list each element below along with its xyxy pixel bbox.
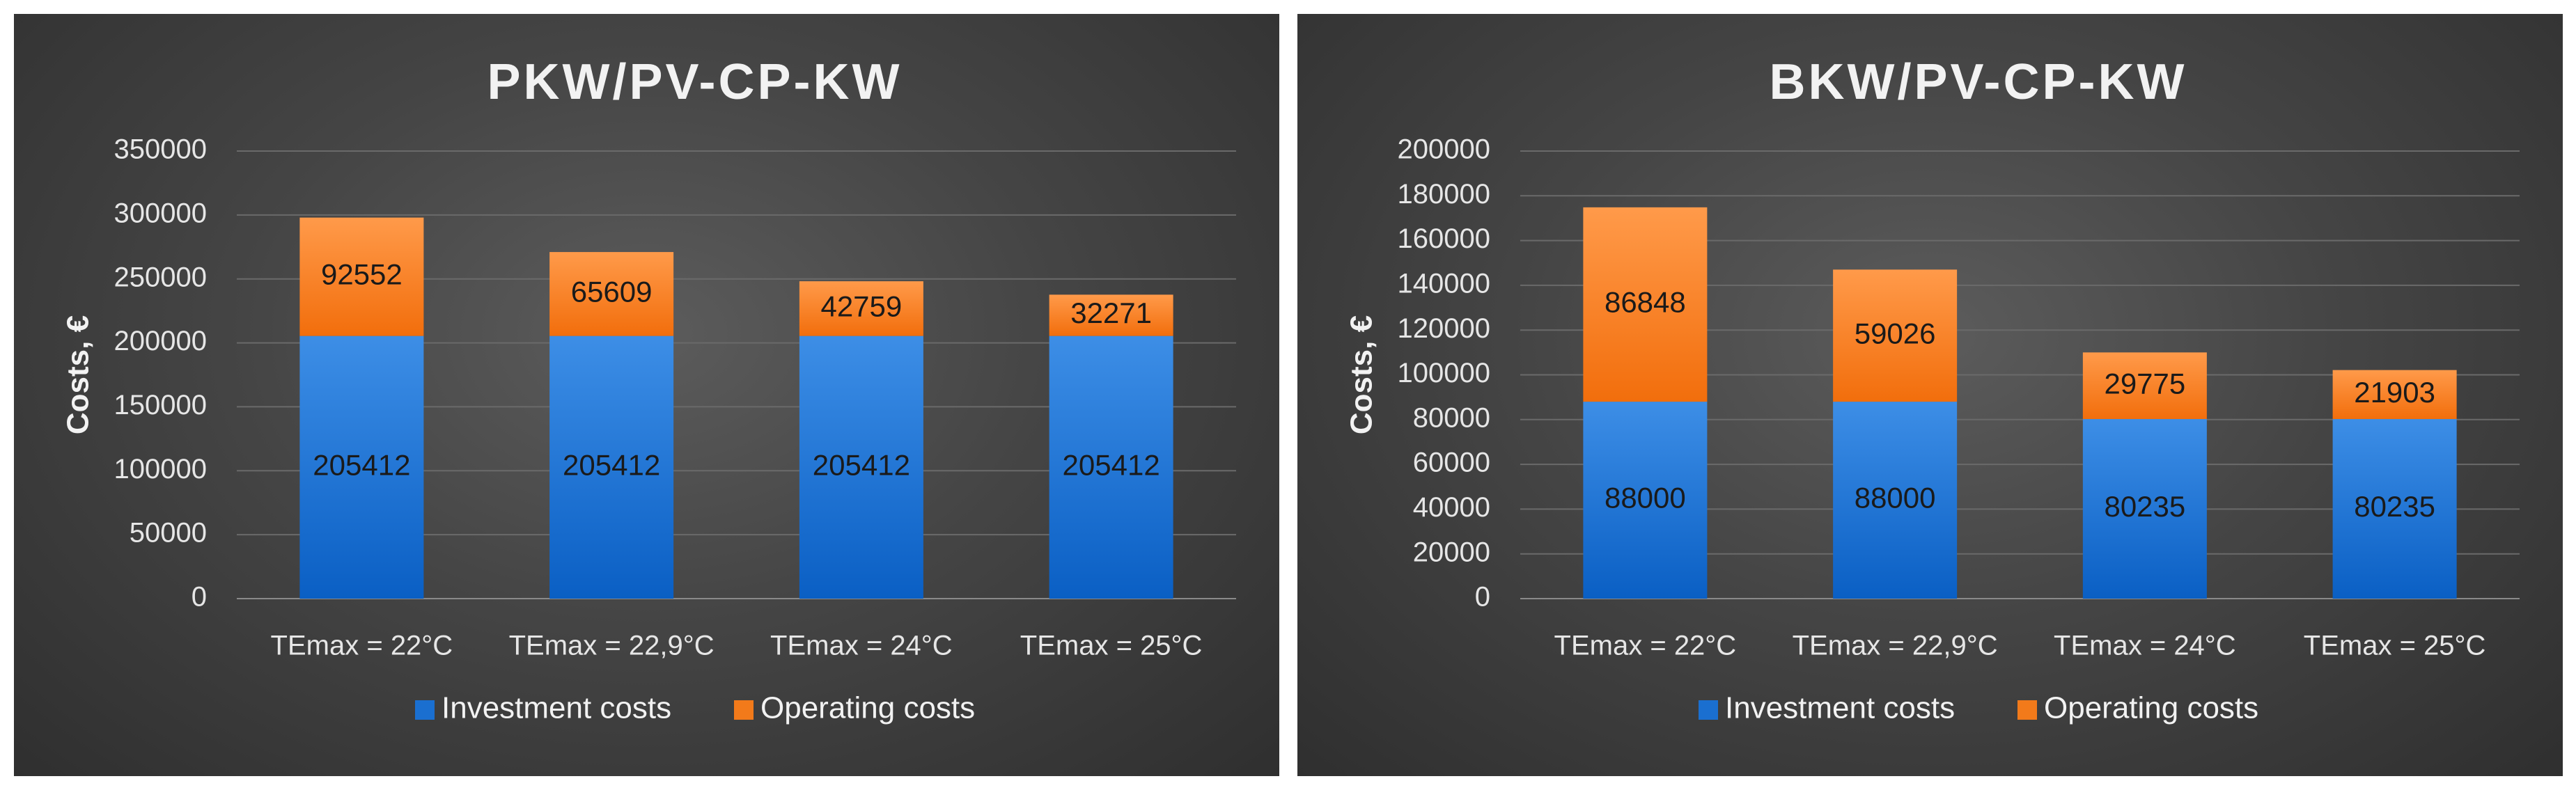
data-label: 21903 [2354, 376, 2435, 409]
legend-label: Investment costs [442, 691, 671, 725]
data-label: 205412 [313, 448, 410, 481]
legend-label: Operating costs [2044, 691, 2258, 725]
data-label: 205412 [1063, 448, 1160, 481]
bar-operating [2332, 370, 2457, 420]
chart-title: BKW/PV-CP-KW [1770, 54, 2187, 110]
data-label: 59026 [1855, 317, 1936, 349]
legend-label: Investment costs [1725, 691, 1955, 725]
x-tick-label: TEmax = 25°C [2304, 631, 2486, 661]
bar-investment [549, 336, 674, 599]
legend-swatch [415, 700, 435, 720]
bar-investment [1833, 402, 1958, 599]
data-label: 205412 [813, 448, 910, 481]
legend-label: Operating costs [760, 691, 975, 725]
y-tick-label: 80000 [1413, 402, 1490, 433]
legend-swatch [2017, 700, 2037, 720]
data-label: 88000 [1605, 482, 1686, 514]
bar-operating [799, 281, 923, 336]
chart-pkw: PKW/PV-CP-KW 0 50000 100000 150000 200000 2500… [61, 54, 1236, 725]
y-tick-label: 0 [1475, 582, 1490, 613]
x-tick-label: TEmax = 24°C [770, 631, 953, 661]
y-tick-label: 200000 [1398, 134, 1490, 165]
x-tick-label: TEmax = 22°C [271, 631, 453, 661]
bar-operating [299, 217, 424, 336]
data-label: 92552 [321, 258, 403, 291]
y-tick-label: 20000 [1413, 537, 1490, 567]
x-tick-label: TEmax = 22,9°C [509, 631, 715, 661]
bar-operating [1833, 269, 1958, 402]
y-tick-label: 200000 [114, 326, 207, 356]
data-label: 65609 [571, 275, 653, 308]
x-tick-label: TEmax = 22,9°C [1793, 631, 1998, 661]
x-tick-label: TEmax = 25°C [1020, 631, 1203, 661]
data-label: 32271 [1070, 297, 1152, 329]
bar-investment [1049, 336, 1173, 599]
x-tick-label: TEmax = 22°C [1554, 631, 1737, 661]
y-tick-label: 150000 [114, 390, 207, 420]
y-tick-label: 60000 [1413, 448, 1490, 478]
legend-swatch [734, 700, 754, 720]
y-tick-label: 300000 [114, 198, 207, 228]
chart-title: PKW/PV-CP-KW [487, 54, 903, 110]
data-label: 80235 [2104, 490, 2185, 523]
data-label: 86848 [1605, 286, 1686, 319]
chart-panel-right: BKW/PV-CP-KW 0 20000 40000 60000 80000 100000 1… [1297, 14, 2563, 776]
bar-operating [2082, 352, 2207, 420]
y-tick-label: 350000 [114, 134, 207, 165]
bar-operating [1049, 294, 1173, 336]
x-tick-label: TEmax = 24°C [2054, 631, 2236, 661]
chart-bkw: BKW/PV-CP-KW 0 20000 40000 60000 80000 100000 1… [1345, 54, 2520, 725]
y-tick-label: 100000 [114, 454, 207, 484]
y-tick-label: 0 [192, 582, 207, 613]
bar-investment [1583, 402, 1708, 599]
y-tick-label: 40000 [1413, 492, 1490, 523]
y-axis-label: Costs, € [1345, 315, 1379, 434]
y-tick-label: 50000 [130, 518, 207, 549]
bar-operating [549, 252, 674, 336]
chart-panel-left: PKW/PV-CP-KW 0 50000 100000 150000 200000 2500… [14, 14, 1279, 776]
legend-swatch [1699, 700, 1718, 720]
y-tick-label: 100000 [1398, 358, 1490, 388]
bar-investment [2082, 419, 2207, 599]
y-axis-label: Costs, € [61, 315, 95, 434]
y-tick-label: 120000 [1398, 313, 1490, 344]
y-tick-label: 160000 [1398, 223, 1490, 254]
bar-investment [799, 336, 923, 599]
y-tick-label: 180000 [1398, 179, 1490, 210]
bar-investment [299, 336, 424, 599]
data-label: 29775 [2104, 367, 2185, 400]
y-tick-label: 140000 [1398, 268, 1490, 299]
y-tick-label: 250000 [114, 262, 207, 292]
data-label: 42759 [820, 290, 902, 322]
bar-operating [1583, 207, 1708, 402]
data-label: 88000 [1855, 482, 1936, 514]
data-label: 80235 [2354, 490, 2435, 523]
bar-investment [2332, 419, 2457, 599]
data-label: 205412 [563, 448, 660, 481]
